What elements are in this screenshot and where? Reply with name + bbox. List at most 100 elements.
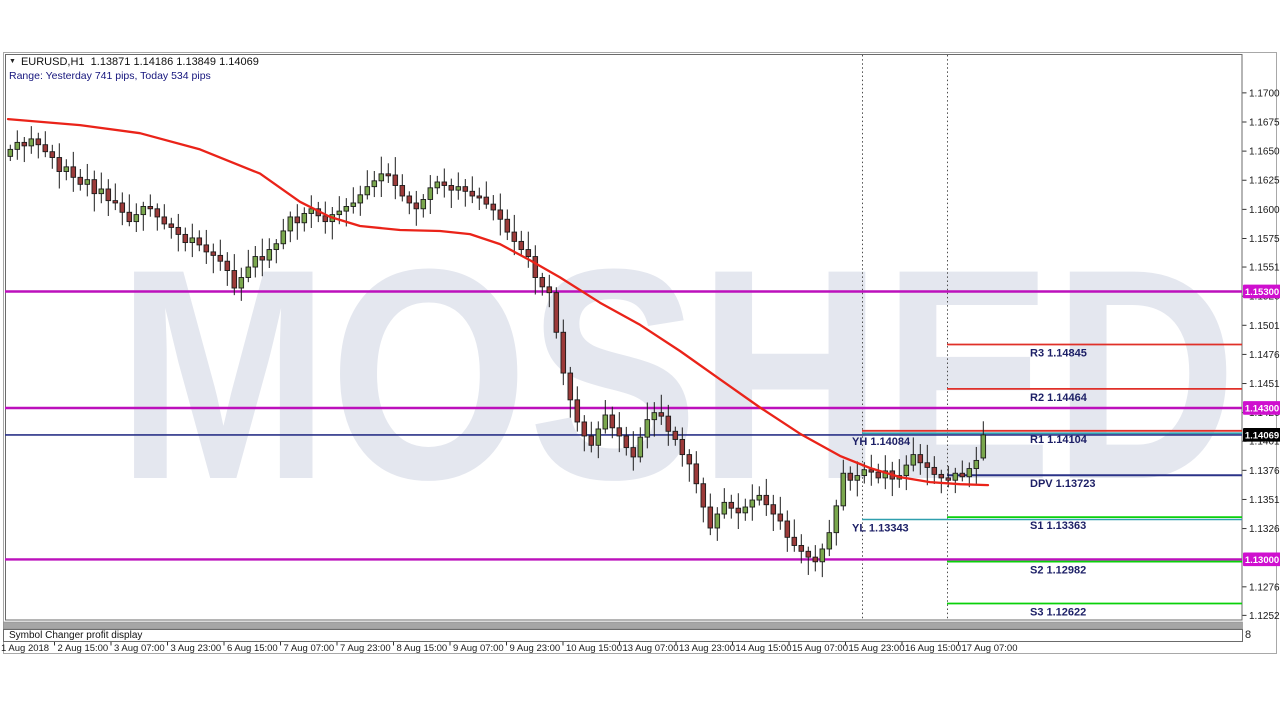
bear-candle bbox=[385, 173, 392, 177]
chart-ohlc-header: ▼ EURUSD,H1 1.13871 1.14186 1.13849 1.140… bbox=[9, 56, 259, 68]
bear-candle bbox=[945, 477, 952, 481]
bear-candle bbox=[672, 430, 679, 440]
bear-candle bbox=[917, 454, 924, 464]
bear-candle bbox=[112, 200, 119, 204]
bear-candle bbox=[588, 435, 595, 446]
bull-candle bbox=[98, 188, 105, 195]
bear-candle bbox=[805, 550, 812, 558]
bull-candle bbox=[910, 454, 917, 466]
bear-candle bbox=[448, 185, 455, 191]
bear-candle bbox=[462, 186, 469, 192]
bear-candle bbox=[119, 202, 126, 213]
time-label: 7 Aug 07:00 bbox=[284, 643, 335, 654]
price-tick-label: 1.14760 bbox=[1249, 350, 1280, 361]
price-tick-label: 1.12520 bbox=[1249, 611, 1280, 622]
time-label: 14 Aug 15:00 bbox=[736, 643, 792, 654]
price-tick-label: 1.12765 bbox=[1249, 582, 1280, 593]
bear-candle bbox=[35, 138, 42, 146]
time-label: 3 Aug 07:00 bbox=[114, 643, 165, 654]
bear-candle bbox=[574, 399, 581, 423]
bear-candle bbox=[56, 157, 63, 172]
bear-candle bbox=[630, 447, 637, 458]
bull-candle bbox=[721, 501, 728, 515]
bull-candle bbox=[301, 212, 308, 224]
bull-candle bbox=[980, 434, 987, 459]
bear-candle bbox=[924, 462, 931, 468]
bear-candle bbox=[490, 203, 497, 211]
bear-candle bbox=[161, 216, 168, 225]
bull-candle bbox=[833, 505, 840, 534]
time-label: 9 Aug 07:00 bbox=[453, 643, 504, 654]
bull-candle bbox=[434, 181, 441, 189]
current-price-tag-text: 1.14069 bbox=[1245, 431, 1279, 442]
time-label: 15 Aug 23:00 bbox=[849, 643, 905, 654]
moving-average-line bbox=[6, 117, 990, 487]
level-labels: R3 1.14845 R2 1.14464 R1 1.14104 YH 1.14084… bbox=[852, 348, 1095, 619]
time-label: 9 Aug 23:00 bbox=[510, 643, 561, 654]
indicator-subwindow bbox=[3, 629, 1243, 642]
pivot-s1-label: S1 1.13363 bbox=[1030, 520, 1086, 532]
bear-candle bbox=[168, 223, 175, 228]
bear-candle bbox=[224, 260, 231, 271]
price-tick-label: 1.17005 bbox=[1249, 88, 1280, 99]
bull-candle bbox=[840, 472, 847, 507]
price-tick-label: 1.14015 bbox=[1249, 437, 1280, 448]
price-tick-label: 1.15510 bbox=[1249, 263, 1280, 274]
yesterday-high-label: YH 1.14084 bbox=[852, 436, 911, 448]
bear-candle bbox=[581, 421, 588, 437]
time-label: 17 Aug 07:00 bbox=[962, 643, 1018, 654]
bull-candle bbox=[189, 237, 196, 244]
price-axis[interactable]: 1.17005 1.16755 1.16505 1.16255 1.16005 1.157… bbox=[1242, 88, 1280, 622]
bull-candle bbox=[350, 202, 357, 207]
time-label: 6 Aug 15:00 bbox=[227, 643, 278, 654]
bull-candle bbox=[973, 459, 980, 470]
bear-candle bbox=[42, 144, 49, 153]
symbol-dropdown-icon[interactable]: ▼ bbox=[9, 58, 16, 65]
time-label: 15 Aug 07:00 bbox=[792, 643, 848, 654]
bear-candle bbox=[154, 208, 161, 218]
bear-candle bbox=[798, 545, 805, 552]
bull-candle bbox=[714, 513, 721, 529]
current-price-tag bbox=[1243, 428, 1280, 442]
price-tag-11430 bbox=[1243, 401, 1280, 415]
bull-candle bbox=[602, 414, 609, 430]
bear-candle bbox=[532, 256, 539, 278]
bear-candle bbox=[294, 216, 301, 224]
bear-candle bbox=[469, 190, 476, 197]
bear-candle bbox=[735, 507, 742, 514]
price-tag-11530-text: 1.15300 bbox=[1245, 287, 1279, 298]
bull-candle bbox=[861, 469, 868, 477]
price-tick-label: 1.14510 bbox=[1249, 379, 1280, 390]
bull-candle bbox=[245, 266, 252, 278]
bull-candle bbox=[455, 186, 462, 191]
bull-candle bbox=[749, 499, 756, 508]
bull-candle bbox=[952, 472, 959, 481]
bull-candle bbox=[14, 141, 21, 150]
time-label: 16 Aug 15:00 bbox=[905, 643, 961, 654]
bear-candle bbox=[658, 412, 665, 417]
time-axis[interactable]: 1 Aug 2018 2 Aug 15:00 3 Aug 07:00 3 Aug 23… bbox=[1, 642, 1018, 654]
red-ma bbox=[6, 117, 990, 487]
bear-candle bbox=[938, 473, 945, 479]
bear-candle bbox=[553, 292, 560, 333]
ohlc-values: 1.13871 1.14186 1.13849 1.14069 bbox=[90, 56, 259, 68]
time-label: 8 Aug 15:00 bbox=[397, 643, 448, 654]
bear-candle bbox=[693, 463, 700, 485]
bear-candle bbox=[105, 188, 112, 202]
price-tick-label: 1.15755 bbox=[1249, 234, 1280, 245]
level-lines bbox=[5, 290, 1242, 605]
bear-candle bbox=[777, 513, 784, 522]
pivot-s3-label: S3 1.12622 bbox=[1030, 606, 1086, 618]
bull-candle bbox=[273, 243, 280, 251]
bear-candle bbox=[413, 202, 420, 210]
bull-candle bbox=[84, 179, 91, 185]
yesterday-low-label: YL 1.13343 bbox=[852, 522, 909, 534]
window-splitter[interactable] bbox=[3, 621, 1243, 630]
price-tick-label: 1.16005 bbox=[1249, 205, 1280, 216]
bear-candle bbox=[784, 520, 791, 538]
bull-candle bbox=[371, 180, 378, 188]
bull-candle bbox=[819, 548, 826, 563]
bear-candle bbox=[847, 472, 854, 481]
price-tick-label: 1.13515 bbox=[1249, 495, 1280, 506]
